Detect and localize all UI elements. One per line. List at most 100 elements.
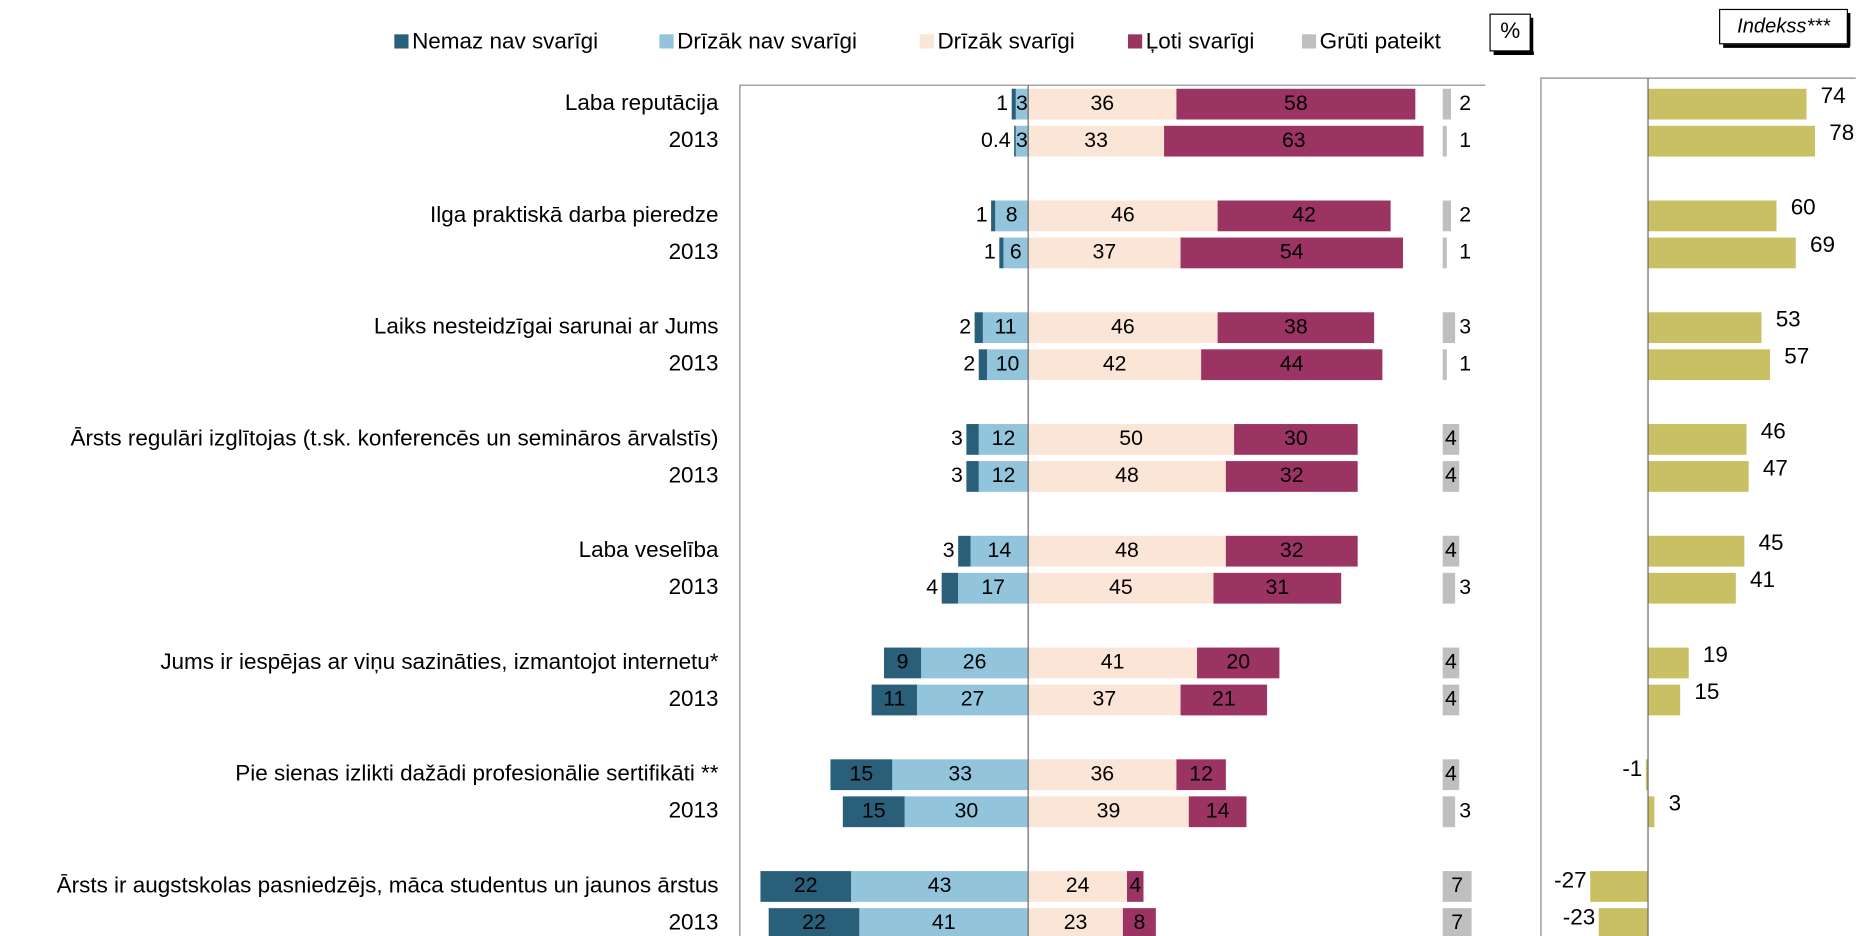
value-label: 42: [1292, 203, 1316, 227]
value-label: -23: [1563, 905, 1595, 930]
legend-swatch: [1127, 34, 1143, 49]
bar-segment: [1028, 237, 1181, 269]
value-label: 12: [1189, 761, 1213, 785]
bar-segment: [1028, 349, 1202, 381]
category-label: Laba reputācija: [565, 90, 719, 115]
value-label: 47: [1763, 455, 1788, 480]
bar-segment: [871, 684, 917, 716]
bar-segment: [1188, 796, 1247, 828]
value-label: 23: [1064, 910, 1088, 934]
value-label: 1: [1459, 240, 1471, 264]
bar-segment: [1028, 200, 1218, 232]
value-label: 3: [1459, 798, 1471, 822]
value-label: 7: [1451, 873, 1463, 897]
value-label: 1: [976, 203, 988, 227]
bar-segment: [941, 572, 959, 604]
bar-segment: [859, 908, 1029, 936]
value-label: 3: [1459, 575, 1471, 599]
bar-segment: [1028, 908, 1123, 936]
index-bar: [1598, 908, 1649, 936]
index-bar: [1645, 759, 1649, 791]
bar-segment: [958, 572, 1029, 604]
value-label: 36: [1090, 761, 1114, 785]
value-label: 41: [1750, 567, 1775, 592]
value-label: 46: [1111, 203, 1135, 227]
value-label: 4: [1445, 538, 1457, 562]
index-bar: [1648, 125, 1816, 157]
value-label: 37: [1093, 687, 1117, 711]
index-bar: [1648, 647, 1689, 679]
bar-segment: [978, 349, 987, 381]
value-label: 46: [1111, 314, 1135, 338]
value-label: 60: [1791, 195, 1816, 220]
value-label: 4: [926, 575, 938, 599]
category-label: 2013: [669, 462, 719, 487]
bar-segment: [966, 424, 979, 455]
bar-segment: [1442, 759, 1460, 791]
bar-segment: [1028, 312, 1218, 344]
value-label: 1: [1459, 128, 1471, 152]
value-label: 27: [961, 687, 985, 711]
value-label: 45: [1759, 530, 1784, 555]
category-label: Laba veselība: [579, 537, 719, 562]
category-label: 2013: [669, 798, 719, 823]
value-label: 2: [963, 351, 975, 375]
value-label: 30: [1284, 426, 1308, 450]
bar-segment: [995, 200, 1029, 232]
value-label: 12: [992, 426, 1016, 450]
category-label: Ārsts regulāri izglītojas (t.sk. konfere…: [70, 425, 718, 450]
category-label: 2013: [669, 239, 719, 264]
index-bar: [1648, 572, 1736, 604]
bar-segment: [1442, 312, 1456, 344]
bar-segment: [1213, 572, 1342, 604]
category-label: Jums ir iespējas ar viņu sazināties, izm…: [160, 649, 718, 674]
value-label: 3: [951, 463, 963, 487]
category-label: 2013: [669, 686, 719, 711]
bar-segment: [1015, 125, 1029, 157]
index-bar: [1648, 424, 1747, 455]
index-bar: [1648, 349, 1771, 381]
value-label: 4: [1445, 650, 1457, 674]
value-label: 0.4: [981, 128, 1011, 152]
bar-segment: [760, 871, 852, 902]
bar-segment: [1442, 684, 1460, 716]
value-label: 4: [1129, 873, 1141, 897]
value-label: 1: [1459, 351, 1471, 375]
value-label: 54: [1280, 240, 1304, 264]
category-label: 2013: [669, 574, 719, 599]
bar-segment: [1028, 424, 1235, 455]
bar-segment: [1028, 796, 1189, 828]
category-label: 2013: [669, 909, 719, 934]
value-label: 24: [1066, 873, 1090, 897]
value-label: 3: [1016, 128, 1028, 152]
unit-box: [1489, 13, 1531, 52]
value-label: 15: [1694, 679, 1719, 704]
value-label: 1: [984, 240, 996, 264]
bar-segment: [1442, 647, 1460, 679]
panel-border: [739, 84, 1486, 936]
value-label: 43: [928, 873, 952, 897]
bar-segment: [1003, 237, 1029, 269]
bar-segment: [1442, 200, 1451, 232]
bar-segment: [1180, 237, 1403, 269]
bar-segment: [978, 461, 1029, 492]
index-bar: [1648, 237, 1796, 269]
value-label: -27: [1554, 868, 1586, 893]
bar-segment: [1176, 88, 1416, 120]
bar-segment: [1011, 88, 1016, 120]
legend-swatch: [1301, 34, 1317, 49]
bar-segment: [1234, 424, 1358, 455]
value-label: 41: [1101, 650, 1125, 674]
bar-segment: [1180, 684, 1268, 716]
value-label: 9: [897, 650, 909, 674]
index-bar: [1648, 312, 1762, 344]
bar-segment: [1442, 461, 1460, 492]
value-label: 32: [1280, 538, 1304, 562]
bar-segment: [1164, 125, 1424, 157]
bar-segment: [1015, 88, 1029, 120]
category-label: Ilga praktiskā darba pieredze: [430, 202, 719, 227]
panel-border: [1540, 77, 1856, 936]
bar-segment: [1122, 908, 1156, 936]
value-label: 3: [951, 426, 963, 450]
bar-segment: [958, 535, 971, 567]
